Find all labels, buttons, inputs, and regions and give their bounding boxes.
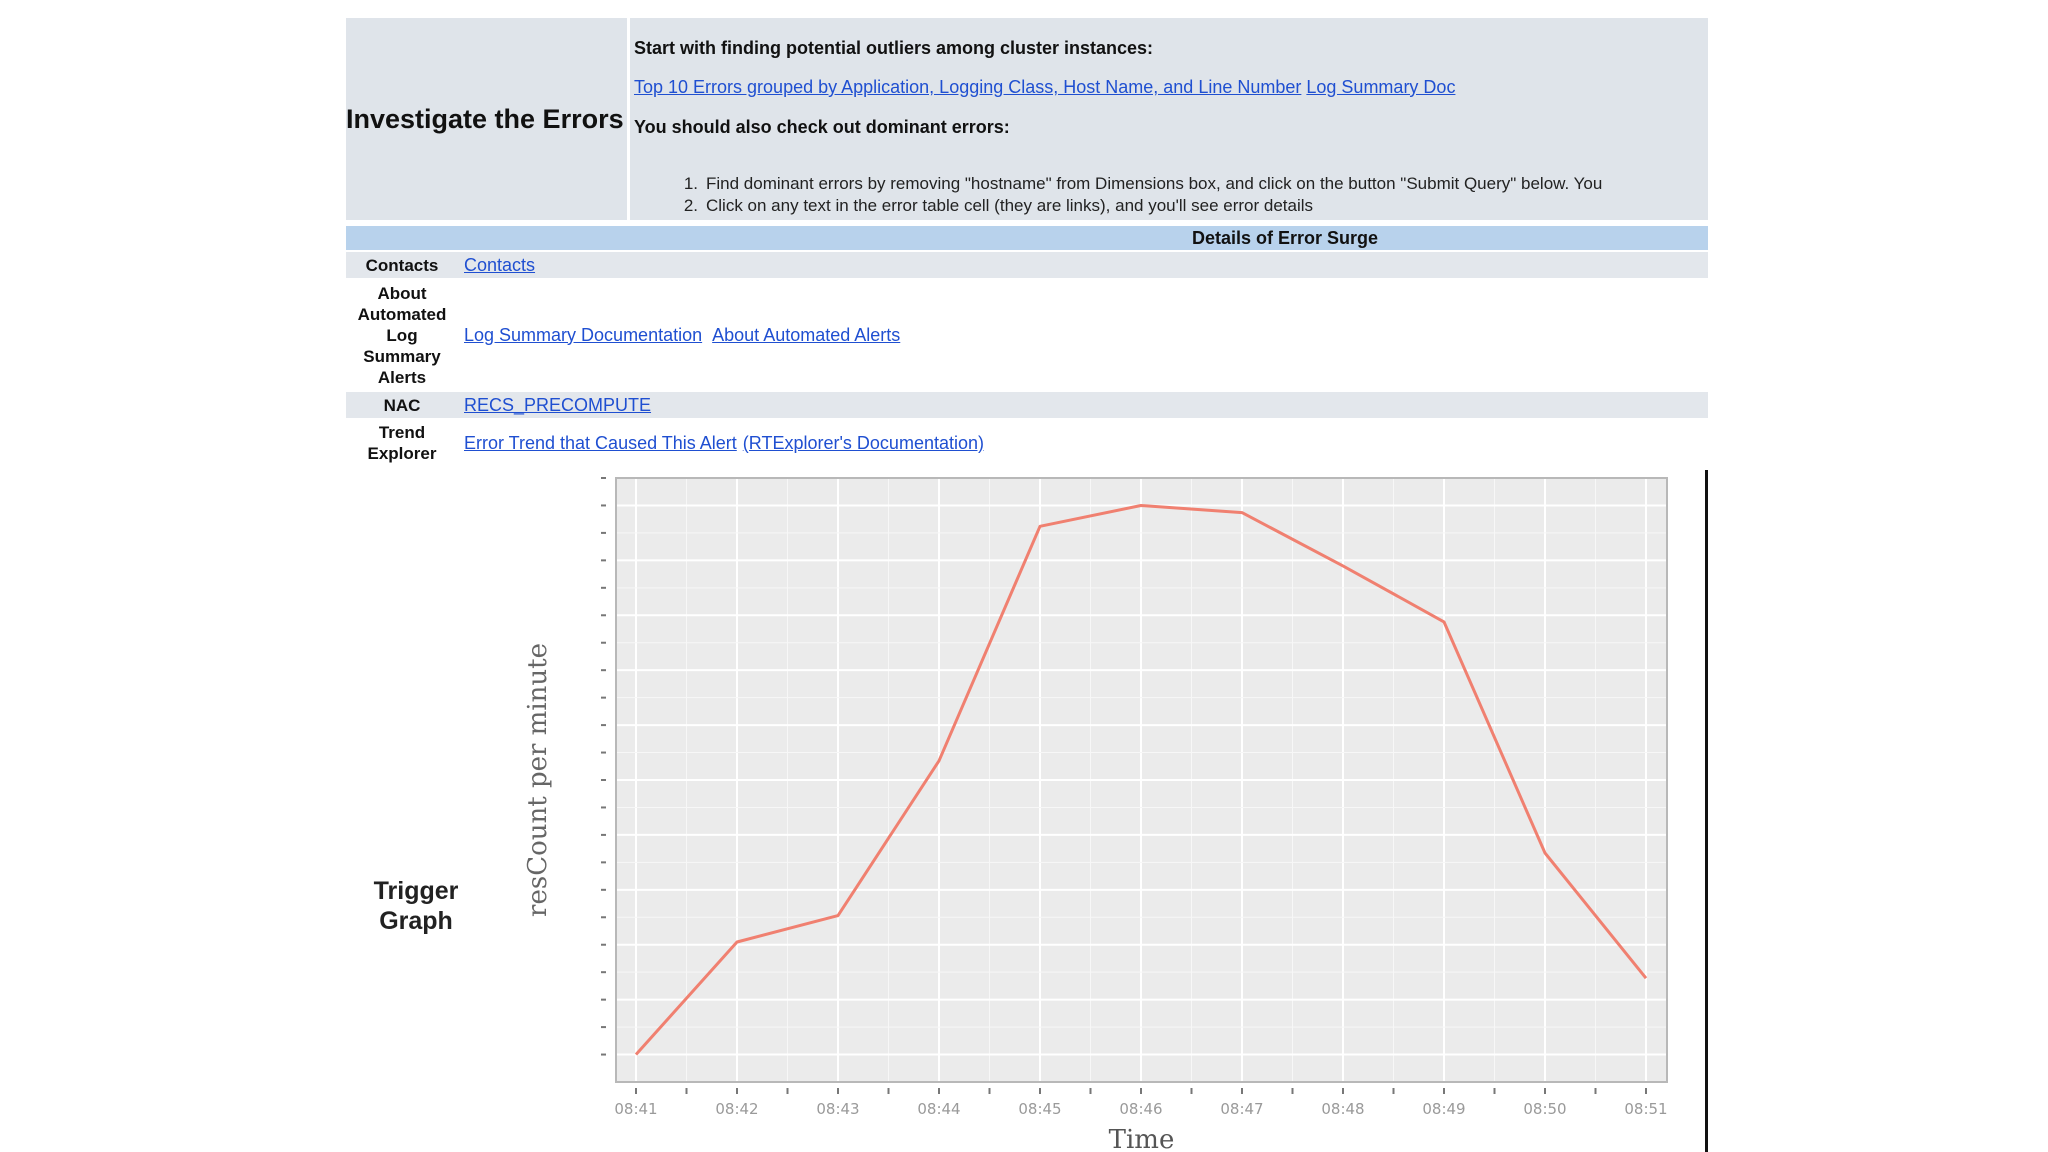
links-line: Top 10 Errors grouped by Application, Lo…	[634, 77, 1455, 98]
x-tick-label: 08:50	[1523, 1100, 1566, 1118]
details-heading-bar: Details of Error Surge	[346, 226, 1708, 250]
nac-label: NAC	[383, 395, 421, 415]
log-summary-doc-link[interactable]: Log Summary Doc	[1306, 77, 1456, 97]
trigger-graph-label: Trigger Graph	[373, 877, 459, 935]
y-axis-title: resCount per minute	[523, 643, 553, 917]
list-item: 2. Click on any text in the error table c…	[683, 196, 1314, 215]
about-alerts-label: About Automated Log Summary Alerts	[357, 283, 447, 387]
about-alerts-value: Log Summary Documentation About Automate…	[458, 325, 906, 346]
nac-row: NAC RECS_PRECOMPUTE	[346, 392, 1708, 418]
x-tick-label: 08:44	[917, 1100, 960, 1118]
trend-explorer-value: Error Trend that Caused This Alert (RTExp…	[458, 433, 990, 454]
intro-text: Start with finding potential outliers am…	[634, 38, 1154, 58]
x-axis-title: Time	[1109, 1125, 1175, 1152]
investigate-title: Investigate the Errors	[346, 103, 624, 134]
contacts-link[interactable]: Contacts	[464, 254, 536, 275]
x-tick-label: 08:51	[1624, 1100, 1667, 1118]
trend-explorer-row: Trend Explorer Error Trend that Caused T…	[346, 420, 1708, 466]
nac-value: RECS_PRECOMPUTE	[458, 395, 657, 416]
x-tick-label: 08:41	[614, 1100, 657, 1118]
rtexplorer-doc-link[interactable]: (RTExplorer's Documentation)	[742, 432, 984, 453]
dominant-heading: You should also check out dominant error…	[634, 117, 1010, 137]
error-trend-link[interactable]: Error Trend that Caused This Alert	[464, 432, 737, 453]
contacts-row: Contacts Contacts	[346, 252, 1708, 278]
x-tick-label: 08:49	[1422, 1100, 1465, 1118]
x-tick-label: 08:47	[1220, 1100, 1263, 1118]
about-alerts-row: About Automated Log Summary Alerts Log S…	[346, 280, 1708, 390]
steps-list: 1. Find dominant errors by removing "host…	[670, 174, 1603, 218]
details-heading: Details of Error Surge	[1192, 228, 1379, 248]
investigate-title-cell: Investigate the Errors	[346, 18, 630, 220]
x-tick-label: 08:46	[1119, 1100, 1162, 1118]
series-line	[634, 504, 1648, 1056]
trend-explorer-label: Trend Explorer	[367, 423, 437, 463]
top10-errors-link[interactable]: Top 10 Errors grouped by Application, Lo…	[634, 77, 1302, 97]
graph-right-border	[1705, 470, 1708, 1152]
investigate-section: Investigate the Errors Start with findin…	[346, 18, 1708, 220]
nac-link[interactable]: RECS_PRECOMPUTE	[464, 394, 652, 415]
log-summary-documentation-link[interactable]: Log Summary Documentation	[464, 324, 703, 345]
about-automated-alerts-link[interactable]: About Automated Alerts	[712, 324, 901, 345]
contacts-value: Contacts	[458, 255, 541, 276]
contacts-label: Contacts	[365, 255, 439, 275]
list-item: 1. Find dominant errors by removing "host…	[683, 174, 1603, 193]
x-tick-label: 08:42	[715, 1100, 758, 1118]
investigate-body: Start with finding potential outliers am…	[630, 18, 1708, 220]
x-tick-label: 08:43	[816, 1100, 859, 1118]
x-tick-label: 08:45	[1018, 1100, 1061, 1118]
x-tick-label: 08:48	[1321, 1100, 1364, 1118]
